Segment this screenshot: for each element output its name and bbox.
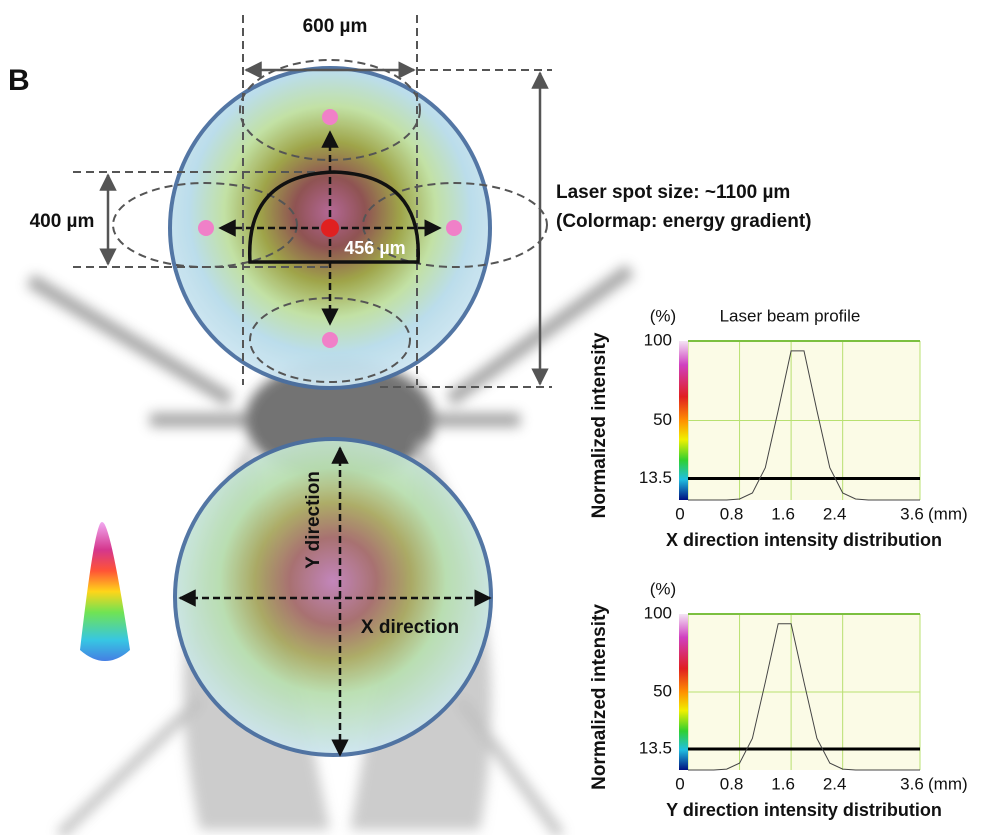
dimension-arrows [99, 61, 549, 386]
x-tick-label: 0.8 [720, 774, 744, 793]
y-axis-label: Normalized intensity [589, 332, 610, 518]
chart-title: Laser beam profile [720, 306, 861, 325]
x-tick-label: 3.6 [900, 504, 924, 523]
beam-cone [80, 521, 130, 661]
y-tick-label: 100 [644, 330, 672, 349]
x-axis-label: X direction intensity distribution [666, 530, 942, 550]
x-tick-label: 0 [675, 774, 684, 793]
y-direction: Y direction [303, 471, 324, 569]
y-unit: (%) [650, 306, 676, 325]
inner-label: 456 µm [344, 238, 405, 258]
dimension-guides [73, 15, 552, 388]
x-tick-label: 2.4 [823, 774, 847, 793]
body-heatmap [173, 437, 493, 757]
x-tick-label: 1.6 [771, 504, 795, 523]
x-tick-label: 2.4 [823, 504, 847, 523]
y-tick-label: 100 [644, 603, 672, 622]
colorbar [679, 341, 688, 500]
y-axis-label: Normalized intensity [589, 604, 610, 790]
x-direction: X direction [361, 617, 459, 638]
x-tick-label: 1.6 [771, 774, 795, 793]
x-axis-label: Y direction intensity distribution [666, 800, 942, 820]
y-tick-label: 50 [653, 410, 672, 429]
scan-arrows [178, 130, 492, 757]
y-unit: (%) [650, 579, 676, 598]
colormap-note: (Colormap: energy gradient) [556, 211, 811, 232]
x-unit: (mm) [928, 504, 968, 523]
y-tick-label: 13.5 [639, 738, 672, 757]
y-tick-label: 50 [653, 681, 672, 700]
width-label: 600 µm [303, 16, 368, 37]
profile-line [688, 350, 920, 501]
colorbar [679, 614, 688, 770]
x-unit: (mm) [928, 774, 968, 793]
spot-outline [248, 170, 420, 264]
x-tick-label: 0 [675, 504, 684, 523]
scan-points [198, 109, 462, 348]
panel-label: B [8, 64, 30, 97]
x-tick-label: 0.8 [720, 504, 744, 523]
center-point [321, 219, 339, 237]
x-tick-label: 3.6 [900, 774, 924, 793]
y-tick-label: 13.5 [639, 468, 672, 487]
profile-line [688, 623, 920, 771]
spot-size: Laser spot size: ~1100 µm [556, 182, 790, 203]
height-label: 400 µm [30, 211, 95, 232]
